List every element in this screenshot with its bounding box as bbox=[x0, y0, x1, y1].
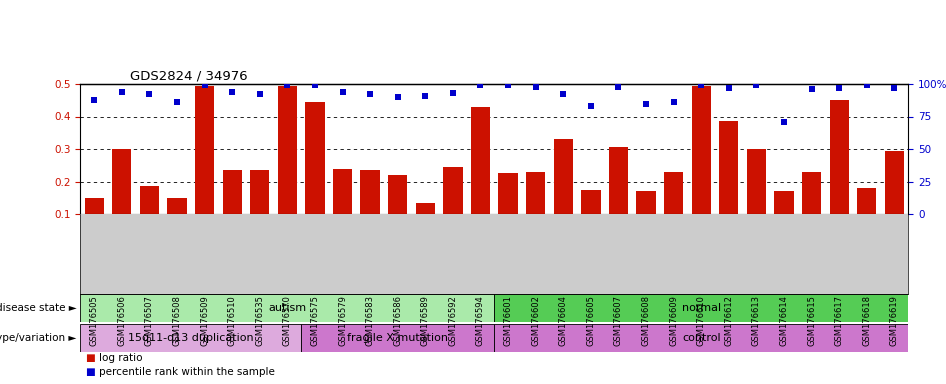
Point bbox=[169, 99, 184, 105]
Bar bbox=[80, 294, 494, 322]
Point bbox=[335, 89, 350, 95]
Text: genotype/variation ►: genotype/variation ► bbox=[0, 333, 77, 343]
Bar bbox=[885, 151, 904, 214]
Bar bbox=[830, 100, 849, 214]
Point bbox=[446, 90, 461, 96]
Bar bbox=[857, 188, 876, 214]
Bar bbox=[499, 173, 517, 214]
Point bbox=[280, 82, 295, 88]
Point bbox=[418, 93, 433, 99]
Bar bbox=[113, 149, 131, 214]
Point bbox=[362, 91, 377, 98]
Point bbox=[777, 119, 792, 125]
Point bbox=[584, 103, 599, 109]
Point bbox=[666, 99, 681, 105]
Bar bbox=[415, 203, 435, 214]
Point bbox=[390, 94, 405, 100]
Bar bbox=[306, 102, 324, 214]
Point bbox=[500, 82, 516, 88]
Text: GDS2824 / 34976: GDS2824 / 34976 bbox=[130, 70, 248, 83]
Text: ■: ■ bbox=[85, 353, 95, 363]
Bar bbox=[140, 186, 159, 214]
Bar bbox=[444, 167, 463, 214]
Bar bbox=[250, 170, 270, 214]
Point bbox=[224, 89, 239, 95]
Point bbox=[693, 82, 709, 88]
Text: fragile X mutation: fragile X mutation bbox=[347, 333, 448, 343]
Bar bbox=[746, 149, 766, 214]
Point bbox=[804, 86, 819, 92]
Text: disease state ►: disease state ► bbox=[0, 303, 77, 313]
Point bbox=[473, 82, 488, 88]
Text: log ratio: log ratio bbox=[99, 353, 143, 363]
Text: autism: autism bbox=[269, 303, 307, 313]
Point bbox=[114, 89, 130, 95]
Point bbox=[611, 84, 626, 90]
Bar bbox=[692, 86, 710, 214]
Bar bbox=[581, 190, 601, 214]
Point bbox=[721, 85, 736, 91]
Point bbox=[307, 82, 323, 88]
Point bbox=[639, 101, 654, 107]
Bar bbox=[471, 107, 490, 214]
Point bbox=[197, 82, 212, 88]
Bar bbox=[195, 86, 214, 214]
Bar bbox=[301, 324, 494, 352]
Bar bbox=[609, 147, 628, 214]
Point bbox=[555, 91, 570, 98]
Point bbox=[528, 84, 543, 90]
Point bbox=[859, 82, 874, 88]
Bar bbox=[719, 121, 739, 214]
Bar bbox=[802, 172, 821, 214]
Bar bbox=[553, 139, 573, 214]
Text: percentile rank within the sample: percentile rank within the sample bbox=[99, 367, 275, 377]
Point bbox=[749, 82, 764, 88]
Bar bbox=[664, 172, 683, 214]
Text: control: control bbox=[682, 333, 721, 343]
Bar bbox=[637, 191, 656, 214]
Bar bbox=[360, 170, 379, 214]
Point bbox=[832, 85, 847, 91]
Bar bbox=[80, 324, 301, 352]
Bar bbox=[526, 172, 545, 214]
Point bbox=[87, 96, 102, 103]
Bar bbox=[167, 198, 186, 214]
Bar bbox=[84, 198, 104, 214]
Point bbox=[142, 91, 157, 98]
Bar bbox=[388, 175, 408, 214]
Bar bbox=[278, 86, 297, 214]
Bar bbox=[333, 169, 352, 214]
Text: ■: ■ bbox=[85, 367, 95, 377]
Bar bbox=[775, 191, 794, 214]
Text: normal: normal bbox=[682, 303, 721, 313]
Point bbox=[886, 85, 902, 91]
Text: 15q11-q13 duplication: 15q11-q13 duplication bbox=[128, 333, 254, 343]
Bar bbox=[494, 294, 908, 322]
Bar bbox=[494, 324, 908, 352]
Point bbox=[253, 91, 268, 98]
Bar bbox=[222, 170, 242, 214]
